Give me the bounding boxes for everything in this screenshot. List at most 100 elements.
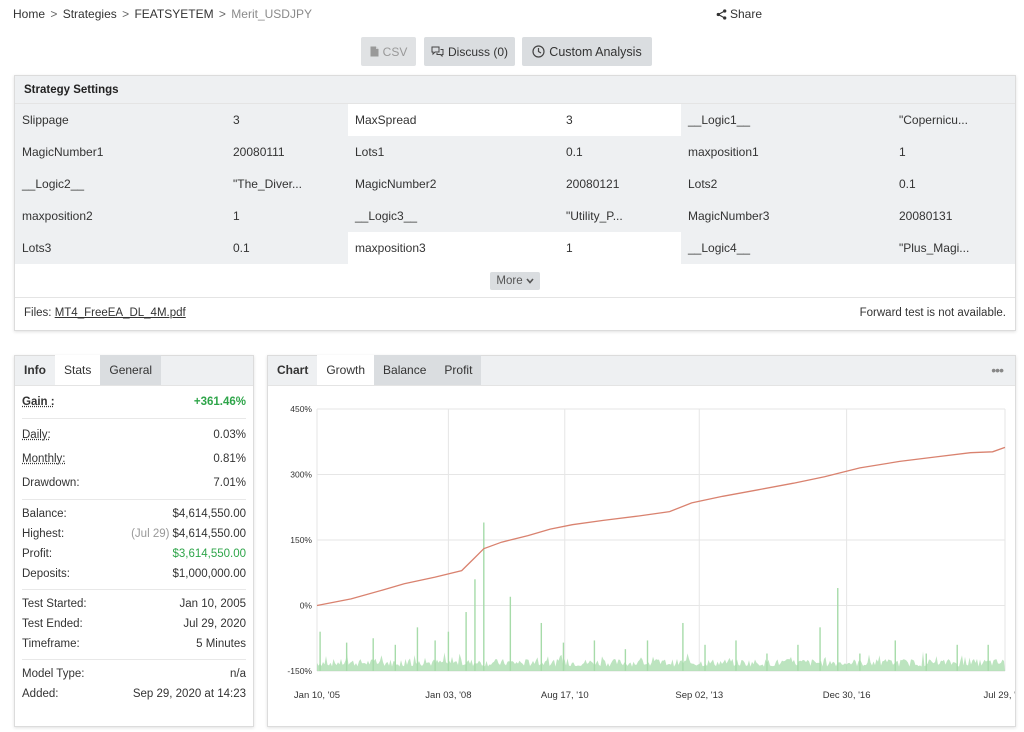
strategy-settings-panel: Strategy Settings Slippage 3 MaxSpread 3 _…	[14, 75, 1016, 331]
file-icon	[370, 46, 379, 57]
gain-label[interactable]: Gain :	[22, 396, 55, 408]
setting-cell: maxposition2 1	[15, 200, 348, 232]
profit-label: Profit:	[22, 548, 53, 560]
test-started-label: Test Started:	[22, 598, 87, 610]
setting-cell: maxposition1 1	[681, 136, 1015, 168]
setting-value: "Plus_Magi...	[899, 241, 970, 255]
clock-icon	[532, 45, 545, 58]
setting-value: 20080111	[233, 145, 285, 159]
csv-button[interactable]: CSV	[361, 37, 416, 66]
chart-menu-icon[interactable]: •••	[991, 362, 1004, 378]
breadcrumb-category[interactable]: FEATSYETEM	[134, 7, 214, 21]
divider	[22, 659, 246, 660]
stat-drawdown: Drawdown: 7.01%	[22, 471, 246, 495]
forward-test-status: Forward test is not available.	[859, 307, 1006, 319]
drawdown-area	[317, 651, 1005, 671]
stat-model-type: Model Type: n/a	[22, 664, 246, 684]
chart-panel: Chart Growth Balance Profit ••• 450% 300%…	[267, 355, 1016, 727]
setting-key: maxposition3	[355, 241, 426, 255]
setting-cell: __Logic1__ "Copernicu...	[681, 104, 1015, 136]
setting-cell: MagicNumber1 20080111	[15, 136, 348, 168]
setting-value: 0.1	[899, 177, 916, 191]
stat-profit: Profit: $3,614,550.00	[22, 544, 246, 564]
more-button[interactable]: More	[490, 271, 540, 290]
share-label: Share	[730, 7, 763, 21]
tab-stats[interactable]: Stats	[55, 355, 101, 385]
test-started-value: Jan 10, 2005	[179, 598, 246, 610]
x-tick-label: Dec 30, '16	[823, 690, 871, 701]
setting-cell: MagicNumber2 20080121	[348, 168, 681, 200]
tab-profit[interactable]: Profit	[435, 355, 482, 385]
tab-chart[interactable]: Chart	[277, 363, 309, 377]
csv-label: CSV	[382, 44, 408, 59]
stat-test-started: Test Started: Jan 10, 2005	[22, 594, 246, 614]
x-tick-label: Jan 10, '05	[294, 690, 340, 701]
test-ended-label: Test Ended:	[22, 618, 83, 630]
setting-cell: maxposition3 1	[348, 232, 681, 264]
x-tick-label: Aug 17, '10	[541, 690, 589, 701]
setting-cell: MaxSpread 3	[348, 104, 681, 136]
monthly-label[interactable]: Monthly:	[22, 453, 66, 465]
tab-info[interactable]: Info	[24, 363, 46, 377]
setting-cell: Lots2 0.1	[681, 168, 1015, 200]
comments-icon	[431, 46, 444, 57]
setting-key: Lots1	[355, 145, 385, 159]
balance-label: Balance:	[22, 508, 67, 520]
setting-key: __Logic1__	[688, 113, 751, 127]
drawdown-label: Drawdown:	[22, 477, 80, 489]
file-link[interactable]: MT4_FreeEA_DL_4M.pdf	[54, 307, 186, 319]
share-button[interactable]: Share	[716, 7, 762, 21]
breadcrumb-separator: >	[50, 7, 58, 21]
more-label: More	[496, 274, 523, 287]
y-tick-label: 0%	[300, 601, 313, 611]
stat-deposits: Deposits: $1,000,000.00	[22, 564, 246, 584]
model-type-label: Model Type:	[22, 668, 85, 680]
setting-value: 3	[566, 113, 573, 127]
stat-highest: Highest: (Jul 29) $4,614,550.00	[22, 524, 246, 544]
deposits-label: Deposits:	[22, 568, 70, 580]
setting-value: "Utility_P...	[566, 209, 623, 223]
deposits-value: $1,000,000.00	[172, 568, 246, 580]
files-info: Files: MT4_FreeEA_DL_4M.pdf	[24, 307, 186, 319]
chevron-down-icon	[525, 277, 534, 284]
growth-series-line	[316, 446, 1006, 607]
breadcrumb-current: Merit_USDJPY	[231, 7, 312, 21]
info-tabs: Info Stats General	[15, 355, 253, 386]
setting-value: 3	[233, 113, 240, 127]
setting-value: 1	[566, 241, 573, 255]
breadcrumb-strategies[interactable]: Strategies	[62, 7, 117, 21]
tab-balance[interactable]: Balance	[374, 355, 436, 385]
info-panel: Info Stats General Gain : +361.46% Daily…	[14, 355, 254, 727]
toolbar: CSV Discuss (0) Custom Analysis	[0, 37, 1024, 66]
daily-label[interactable]: Daily:	[22, 429, 51, 441]
profit-value: $3,614,550.00	[172, 548, 246, 560]
discuss-button[interactable]: Discuss (0)	[424, 37, 515, 66]
y-tick-label: 450%	[290, 404, 312, 414]
setting-cell: MagicNumber3 20080131	[681, 200, 1015, 232]
stat-monthly: Monthly: 0.81%	[22, 447, 246, 471]
tab-general[interactable]: General	[100, 355, 162, 385]
growth-chart: 450% 300% 150% 0% -150% Jan 10, '05 Jan 03, '0…	[287, 404, 1015, 701]
setting-key: Slippage	[22, 113, 69, 127]
stat-test-ended: Test Ended: Jul 29, 2020	[22, 614, 246, 634]
highest-label: Highest:	[22, 528, 65, 540]
setting-cell: __Logic2__ "The_Diver...	[15, 168, 348, 200]
y-tick-label: -150%	[287, 666, 312, 676]
breadcrumb-separator: >	[218, 7, 226, 21]
setting-key: __Logic2__	[22, 177, 85, 191]
timeframe-value: 5 Minutes	[196, 638, 246, 650]
setting-value: 20080131	[899, 209, 953, 223]
stat-gain: Gain : +361.46%	[22, 386, 246, 418]
model-type-value: n/a	[230, 668, 246, 680]
share-icon	[716, 8, 727, 20]
setting-cell: Lots3 0.1	[15, 232, 348, 264]
custom-analysis-button[interactable]: Custom Analysis	[522, 37, 652, 66]
files-label: Files:	[24, 307, 52, 319]
tab-growth[interactable]: Growth	[317, 355, 375, 385]
strategy-settings-title: Strategy Settings	[15, 76, 1015, 104]
setting-value: 1	[899, 145, 906, 159]
stat-balance: Balance: $4,614,550.00	[22, 504, 246, 524]
setting-key: Lots3	[22, 241, 52, 255]
setting-key: maxposition2	[22, 209, 93, 223]
breadcrumb-home[interactable]: Home	[13, 7, 46, 21]
